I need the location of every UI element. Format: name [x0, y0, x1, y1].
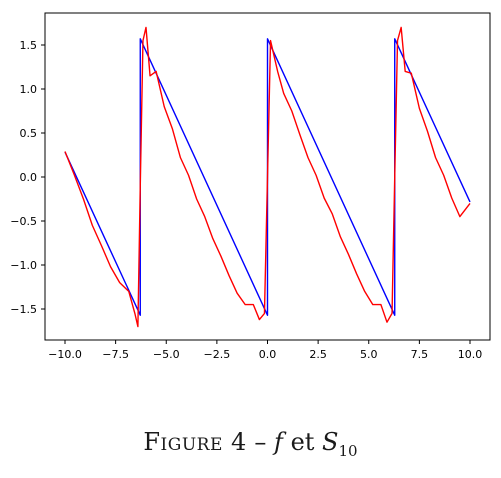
- x-tick-label: −5.0: [153, 348, 180, 361]
- y-tick-label: −1.0: [10, 259, 37, 272]
- y-tick-label: 0.5: [20, 127, 38, 140]
- caption-dash: –: [247, 428, 274, 456]
- caption-subscript: 10: [339, 442, 358, 460]
- x-tick-label: 0.0: [259, 348, 277, 361]
- x-tick-label: −7.5: [102, 348, 129, 361]
- figure-caption: Figure 4 – f et S10: [0, 428, 501, 460]
- y-tick-label: 1.0: [20, 83, 38, 96]
- y-tick-label: −0.5: [10, 215, 37, 228]
- caption-s: S: [322, 428, 338, 456]
- plot-area: [45, 13, 490, 340]
- x-tick-label: −2.5: [204, 348, 231, 361]
- y-axis: 1.5 1.0 0.5 0.0 −0.5 −1.0 −1.5: [10, 39, 45, 316]
- caption-label: Figure 4: [143, 428, 246, 456]
- y-tick-label: −1.5: [10, 303, 37, 316]
- chart: −10.0 −7.5 −5.0 −2.5 0.0 2.5 5.0 7.5 10.0 1.5 1.0…: [0, 0, 501, 420]
- y-tick-label: 1.5: [20, 39, 38, 52]
- x-tick-label: −10.0: [48, 348, 82, 361]
- x-tick-label: 2.5: [309, 348, 327, 361]
- x-tick-label: 5.0: [360, 348, 378, 361]
- y-tick-label: 0.0: [20, 171, 38, 184]
- x-tick-label: 10.0: [458, 348, 483, 361]
- x-tick-label: 7.5: [411, 348, 429, 361]
- caption-f: f: [274, 428, 283, 456]
- caption-et: et: [283, 428, 322, 456]
- x-axis: −10.0 −7.5 −5.0 −2.5 0.0 2.5 5.0 7.5 10.0: [48, 340, 482, 361]
